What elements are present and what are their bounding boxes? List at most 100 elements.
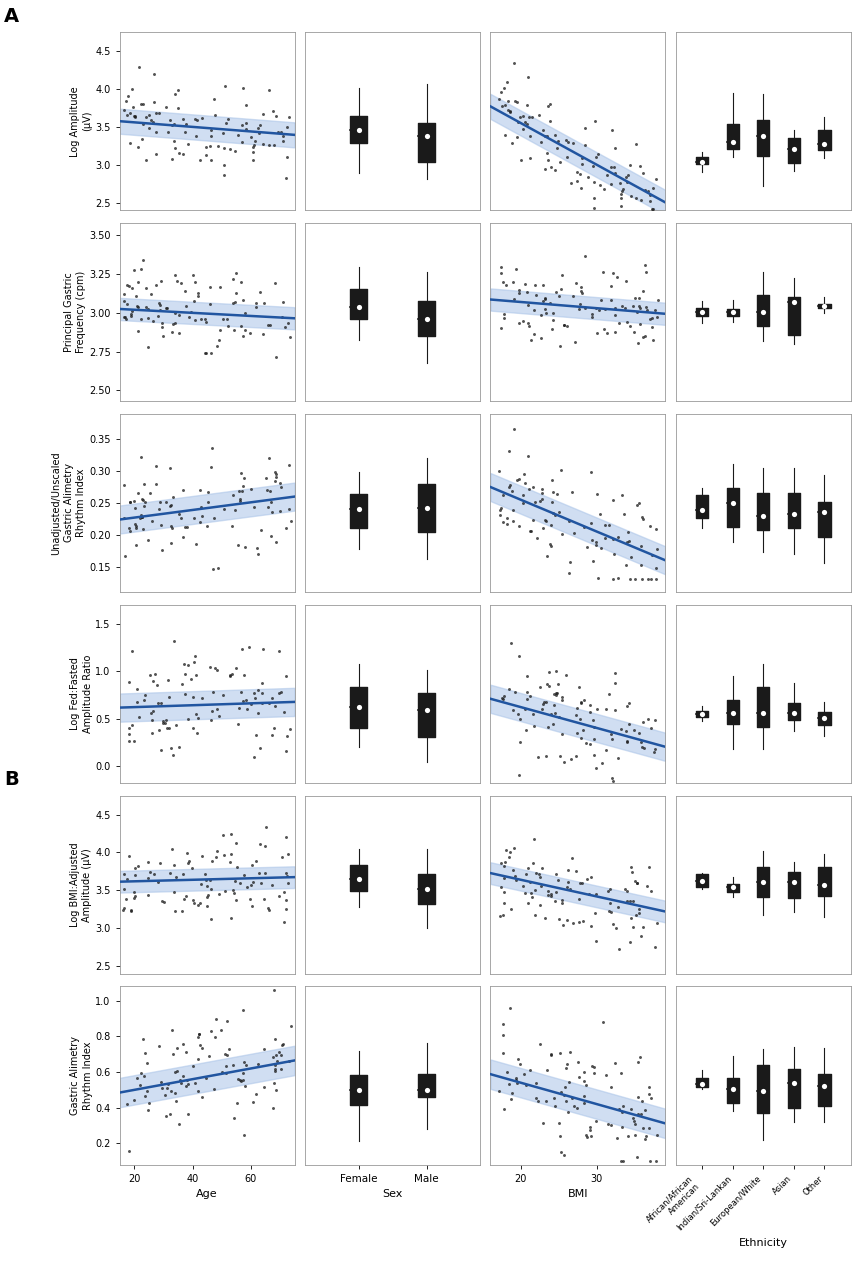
- Point: [569, 860, 582, 881]
- Point: [117, 306, 131, 326]
- Point: [154, 740, 168, 760]
- Point: [262, 134, 276, 155]
- Point: [269, 347, 283, 367]
- Point: [225, 908, 239, 928]
- Point: [539, 511, 552, 531]
- Point: [168, 1091, 182, 1111]
- Point: [512, 312, 526, 333]
- Point: [227, 141, 241, 161]
- Point: [569, 273, 583, 293]
- Point: [585, 307, 598, 328]
- Point: [612, 1100, 626, 1120]
- Point: [504, 997, 517, 1018]
- Point: [136, 518, 150, 539]
- Point: [166, 486, 180, 507]
- Point: [494, 82, 508, 102]
- Point: [279, 890, 292, 910]
- Point: [153, 300, 167, 320]
- Point: [223, 851, 237, 872]
- Point: [227, 319, 241, 339]
- Point: [192, 512, 206, 532]
- Point: [266, 1098, 280, 1119]
- Point: [138, 690, 151, 710]
- Point: [562, 1102, 575, 1123]
- Point: [252, 123, 266, 143]
- Point: [568, 522, 581, 543]
- Point: [546, 481, 560, 502]
- Point: [497, 303, 510, 324]
- Point: [528, 492, 542, 512]
- Point: [265, 687, 279, 708]
- Point: [535, 489, 549, 509]
- Point: [650, 557, 663, 577]
- Point: [726, 493, 740, 513]
- Point: [420, 308, 433, 329]
- Point: [282, 454, 296, 475]
- Point: [587, 1056, 601, 1076]
- Point: [144, 483, 157, 503]
- Point: [195, 1038, 209, 1059]
- Point: [550, 864, 563, 884]
- Point: [592, 300, 605, 320]
- Point: [695, 870, 709, 891]
- Point: [126, 640, 139, 660]
- Point: [186, 265, 200, 285]
- Point: [233, 489, 247, 509]
- Point: [543, 534, 557, 554]
- Point: [574, 164, 587, 184]
- Point: [589, 147, 603, 168]
- Point: [540, 545, 554, 566]
- Point: [192, 283, 205, 303]
- Point: [522, 312, 535, 333]
- Point: [551, 131, 564, 151]
- Point: [497, 1100, 510, 1120]
- Point: [144, 110, 158, 131]
- Point: [121, 86, 135, 106]
- Point: [237, 1070, 251, 1091]
- Point: [120, 1094, 133, 1115]
- Point: [155, 1073, 168, 1093]
- Point: [615, 183, 628, 204]
- Point: [523, 1060, 537, 1080]
- Point: [544, 515, 557, 535]
- Point: [566, 847, 580, 868]
- Point: [199, 343, 213, 364]
- Point: [518, 274, 532, 294]
- Point: [545, 492, 559, 512]
- Point: [123, 492, 137, 512]
- Point: [268, 1055, 282, 1075]
- Point: [420, 700, 433, 721]
- Point: [134, 447, 148, 467]
- Point: [533, 677, 546, 698]
- Point: [130, 678, 144, 699]
- Point: [268, 1029, 281, 1050]
- Point: [629, 188, 643, 209]
- Point: [210, 337, 224, 357]
- Point: [522, 106, 536, 127]
- Point: [207, 682, 221, 703]
- Point: [586, 303, 599, 324]
- Point: [280, 726, 294, 746]
- Point: [536, 1112, 550, 1133]
- Point: [541, 881, 555, 901]
- X-axis label: Age: Age: [197, 1189, 218, 1199]
- Point: [569, 745, 583, 765]
- Point: [521, 858, 534, 878]
- Point: [533, 105, 546, 125]
- Point: [610, 1128, 624, 1148]
- Point: [151, 499, 165, 520]
- Point: [614, 719, 628, 740]
- Point: [122, 517, 136, 538]
- Point: [529, 1088, 543, 1108]
- Point: [637, 737, 651, 758]
- Point: [570, 1097, 584, 1117]
- Point: [632, 902, 646, 923]
- Point: [204, 1020, 218, 1041]
- Point: [513, 708, 527, 728]
- Point: [274, 472, 287, 493]
- Point: [620, 312, 634, 333]
- Point: [553, 152, 567, 173]
- Point: [651, 291, 664, 311]
- Point: [629, 133, 643, 154]
- Point: [500, 508, 514, 529]
